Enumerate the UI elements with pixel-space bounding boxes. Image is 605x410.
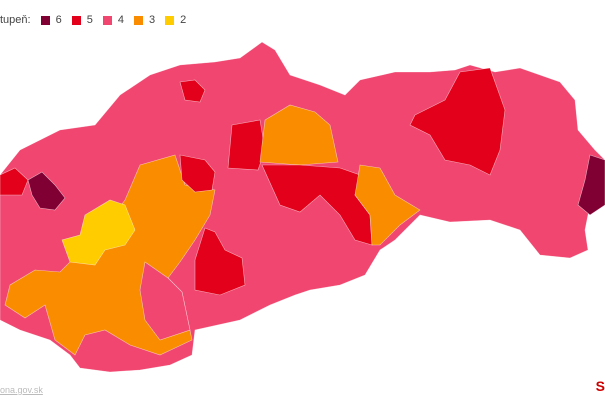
legend-label-2: 2 bbox=[180, 14, 187, 26]
legend-label-5: 5 bbox=[86, 14, 93, 26]
legend-swatch-4 bbox=[102, 15, 112, 25]
logo: S bbox=[595, 378, 605, 394]
district-level-5[interactable] bbox=[179, 79, 206, 103]
source-link[interactable]: ona.gov.sk bbox=[0, 385, 43, 395]
district-level-5[interactable] bbox=[194, 227, 246, 296]
district-level-5[interactable] bbox=[179, 154, 216, 193]
district-level-3[interactable] bbox=[354, 164, 421, 246]
district-level-6[interactable] bbox=[577, 154, 605, 216]
legend-title: tupeň: bbox=[0, 14, 31, 26]
legend-label-4: 4 bbox=[117, 14, 124, 26]
legend-label-3: 3 bbox=[148, 14, 156, 26]
district-level-5[interactable] bbox=[227, 119, 266, 171]
legend: tupeň: 6 5 4 3 2 bbox=[0, 14, 186, 26]
district-level-3[interactable] bbox=[259, 104, 339, 166]
district-level-2[interactable] bbox=[61, 199, 136, 266]
legend-swatch-3 bbox=[133, 15, 143, 25]
district-level-5[interactable] bbox=[0, 167, 29, 196]
legend-swatch-2 bbox=[165, 15, 175, 25]
district-level-5[interactable] bbox=[409, 67, 506, 176]
district-level-6[interactable] bbox=[27, 171, 66, 211]
legend-swatch-6 bbox=[40, 15, 50, 25]
district-level-4[interactable] bbox=[139, 261, 191, 341]
legend-label-6: 6 bbox=[55, 14, 62, 26]
legend-swatch-5 bbox=[71, 15, 81, 25]
